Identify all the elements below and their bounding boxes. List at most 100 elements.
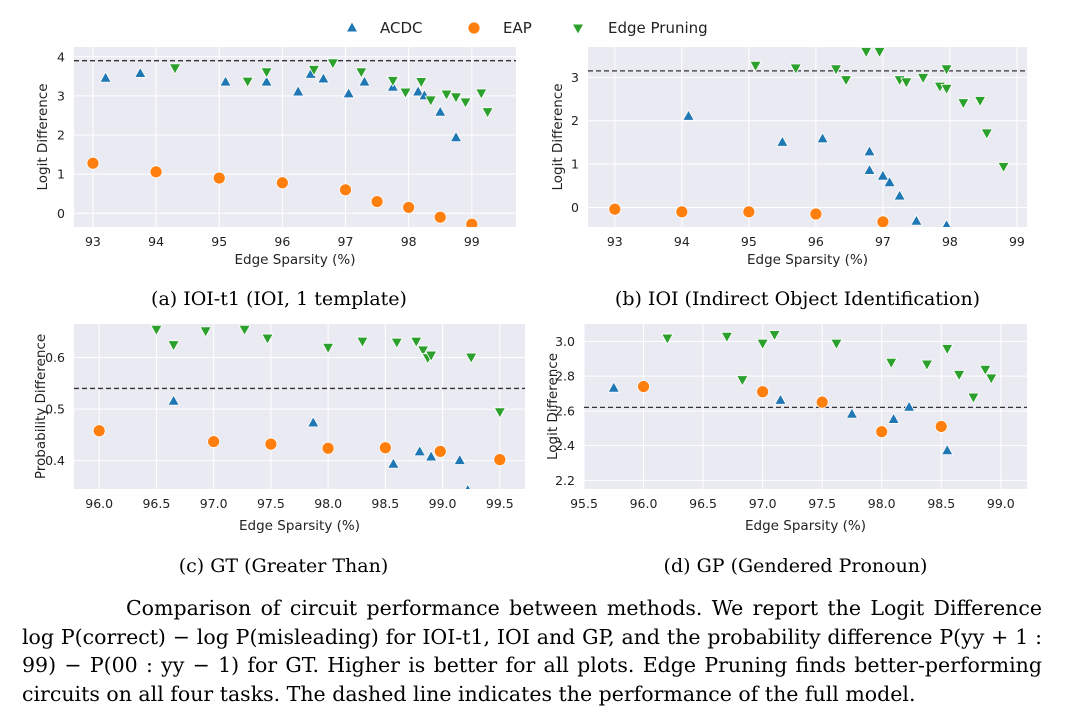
x-tick-label: 97	[875, 234, 891, 249]
point-edge-pruning	[307, 65, 321, 77]
point-acdc	[910, 214, 923, 226]
point-acdc	[863, 163, 876, 175]
point-eap	[149, 165, 163, 179]
point-eap	[264, 437, 278, 451]
point-edge-pruning	[661, 333, 674, 345]
point-edge-pruning	[355, 67, 368, 79]
legend-marker-edge-pruning	[571, 23, 585, 36]
point-edge-pruning	[356, 336, 369, 349]
chart-panel-2: 93 94 95 96 97 98 99 0 1 2 3 Edge Sparsity (%) Logit…	[550, 47, 1027, 310]
x-tick-label: 95.5	[570, 496, 598, 511]
point-acdc	[317, 72, 330, 84]
point-eap	[92, 424, 106, 438]
point-edge-pruning	[449, 92, 463, 104]
x-tick-label: 99	[1009, 234, 1025, 249]
legend-marker-acdc	[345, 20, 359, 33]
point-acdc	[776, 135, 789, 147]
x-tick-label: 97.0	[200, 496, 228, 511]
point-edge-pruning	[481, 107, 494, 119]
point-acdc	[845, 407, 859, 419]
point-edge-pruning	[261, 333, 274, 345]
y-tick-label: 1	[571, 157, 579, 172]
point-acdc	[260, 75, 273, 87]
point-acdc	[411, 84, 425, 97]
subfigure-caption: (b) IOI (Indirect Object Identification)	[615, 288, 980, 310]
y-tick-label: 0.6	[45, 350, 65, 365]
point-eap	[675, 205, 689, 219]
point-edge-pruning	[475, 88, 488, 100]
x-tick-label: 97.5	[257, 496, 285, 511]
point-acdc	[887, 412, 900, 424]
x-axis-label: Edge Sparsity (%)	[745, 518, 866, 534]
data-points	[608, 47, 1010, 227]
point-edge-pruning	[415, 77, 428, 89]
x-tick-label: 96	[274, 234, 290, 249]
point-eap	[876, 215, 890, 227]
point-edge-pruning	[756, 338, 769, 351]
point-edge-pruning	[150, 324, 163, 337]
point-edge-pruning	[884, 357, 898, 370]
point-edge-pruning	[390, 337, 404, 350]
data-points	[607, 330, 998, 456]
x-tick-label: 98.5	[927, 496, 955, 511]
point-edge-pruning	[168, 63, 182, 75]
y-tick-label: 0	[57, 206, 65, 221]
point-eap	[207, 435, 221, 448]
data-points	[86, 58, 494, 227]
point-acdc	[433, 105, 447, 117]
x-tick-label: 98.0	[868, 496, 896, 511]
y-axis-label: Logit Difference	[35, 83, 51, 190]
point-acdc	[902, 400, 916, 412]
point-eap	[875, 425, 889, 439]
point-edge-pruning	[789, 63, 803, 75]
point-eap	[275, 176, 289, 190]
figure-caption: Comparison of circuit performance betwee…	[22, 594, 1042, 708]
point-acdc	[940, 443, 954, 456]
point-edge-pruning	[997, 162, 1010, 174]
point-eap	[378, 441, 392, 455]
chart-panel-4: 95.5 96.0 96.5 97.0 97.5 98.0 98.5 99.0 2.2 2.4 2.…	[545, 324, 1027, 577]
point-eap	[809, 207, 823, 221]
point-acdc	[358, 75, 371, 87]
y-tick-label: 4	[57, 49, 65, 64]
y-axis-label: Logit Difference	[545, 353, 561, 460]
point-edge-pruning	[459, 97, 472, 109]
legend-label: EAP	[503, 19, 532, 37]
point-eap	[742, 205, 756, 219]
x-tick-label: 99.0	[987, 496, 1015, 511]
point-acdc	[413, 444, 426, 457]
point-edge-pruning	[920, 359, 934, 371]
subfigure-caption: (a) IOI-t1 (IOI, 1 template)	[151, 288, 407, 310]
y-tick-label: 2	[57, 128, 65, 143]
point-edge-pruning	[980, 128, 994, 140]
point-eap	[493, 453, 507, 467]
x-tick-label: 97	[338, 234, 354, 249]
plot-area	[74, 324, 525, 489]
x-tick-label: 98	[401, 234, 417, 249]
point-acdc	[883, 175, 896, 188]
point-edge-pruning	[424, 350, 438, 362]
y-axis-label: Logit Difference	[550, 83, 566, 190]
point-edge-pruning	[859, 47, 873, 59]
x-tick-label: 95	[741, 234, 757, 249]
point-acdc	[167, 394, 180, 406]
point-edge-pruning	[940, 64, 953, 76]
y-tick-label: 3.0	[555, 334, 575, 349]
point-eap	[212, 171, 226, 185]
subfigure-caption: (c) GT (Greater Than)	[179, 555, 389, 577]
y-tick-label: 3	[57, 88, 65, 103]
x-tick-label: 96	[808, 234, 824, 249]
x-tick-label: 96.0	[85, 496, 113, 511]
point-acdc	[682, 109, 695, 121]
x-tick-label: 99.0	[429, 496, 457, 511]
x-tick-label: 96.5	[142, 496, 170, 511]
point-edge-pruning	[241, 76, 254, 89]
point-eap	[433, 210, 447, 224]
x-tick-label: 99	[464, 234, 480, 249]
point-eap	[339, 183, 352, 197]
point-edge-pruning	[199, 326, 212, 338]
point-edge-pruning	[736, 375, 749, 387]
x-tick-label: 93	[607, 234, 623, 249]
point-acdc	[424, 450, 438, 462]
